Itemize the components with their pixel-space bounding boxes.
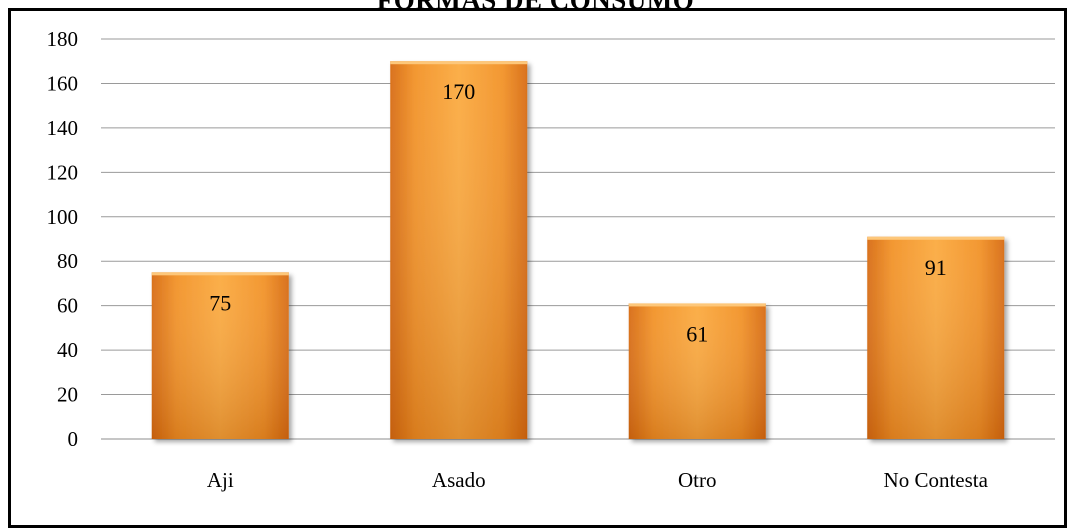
bar-shade bbox=[151, 272, 289, 439]
bar-otro: 61 bbox=[628, 303, 766, 439]
y-tick-label: 80 bbox=[57, 249, 78, 273]
bar-aji: 75 bbox=[151, 272, 289, 439]
y-tick-label: 40 bbox=[57, 338, 78, 362]
y-tick-label: 100 bbox=[47, 205, 79, 229]
chart-title: FORMAS DE CONSUMO bbox=[376, 0, 695, 15]
bar-top-edge bbox=[390, 61, 528, 65]
y-tick-label: 20 bbox=[57, 383, 78, 407]
y-tick-label: 120 bbox=[47, 160, 79, 184]
y-tick-label: 160 bbox=[47, 71, 79, 95]
bar-no-contesta: 91 bbox=[867, 236, 1005, 439]
x-tick-label: Asado bbox=[432, 468, 486, 492]
bar-shade bbox=[867, 236, 1005, 439]
data-label: 75 bbox=[209, 290, 231, 315]
data-label: 91 bbox=[925, 255, 947, 280]
bar-shade bbox=[628, 303, 766, 439]
y-tick-label: 140 bbox=[47, 116, 79, 140]
data-label: 61 bbox=[686, 321, 708, 346]
bar-top-edge bbox=[628, 303, 766, 307]
bar-top-edge bbox=[867, 236, 1005, 240]
bar-asado: 170 bbox=[390, 61, 528, 439]
y-tick-label: 0 bbox=[68, 427, 79, 451]
x-tick-label: Otro bbox=[678, 468, 717, 492]
y-tick-label: 60 bbox=[57, 294, 78, 318]
y-axis: 0 20 40 60 80 100 120 140 160 180 bbox=[47, 27, 79, 451]
x-axis: Aji Asado Otro No Contesta bbox=[207, 468, 989, 492]
bars: 75 170 61 91 bbox=[151, 61, 1005, 439]
y-tick-label: 180 bbox=[47, 27, 79, 51]
data-label: 170 bbox=[442, 79, 475, 104]
bar-shade bbox=[390, 61, 528, 439]
bar-top-edge bbox=[151, 272, 289, 276]
bar-chart: 0 20 40 60 80 100 120 140 160 180 75 170 61 91 Aji As… bbox=[47, 27, 1055, 492]
x-tick-label: Aji bbox=[207, 468, 234, 492]
x-tick-label: No Contesta bbox=[884, 468, 989, 492]
